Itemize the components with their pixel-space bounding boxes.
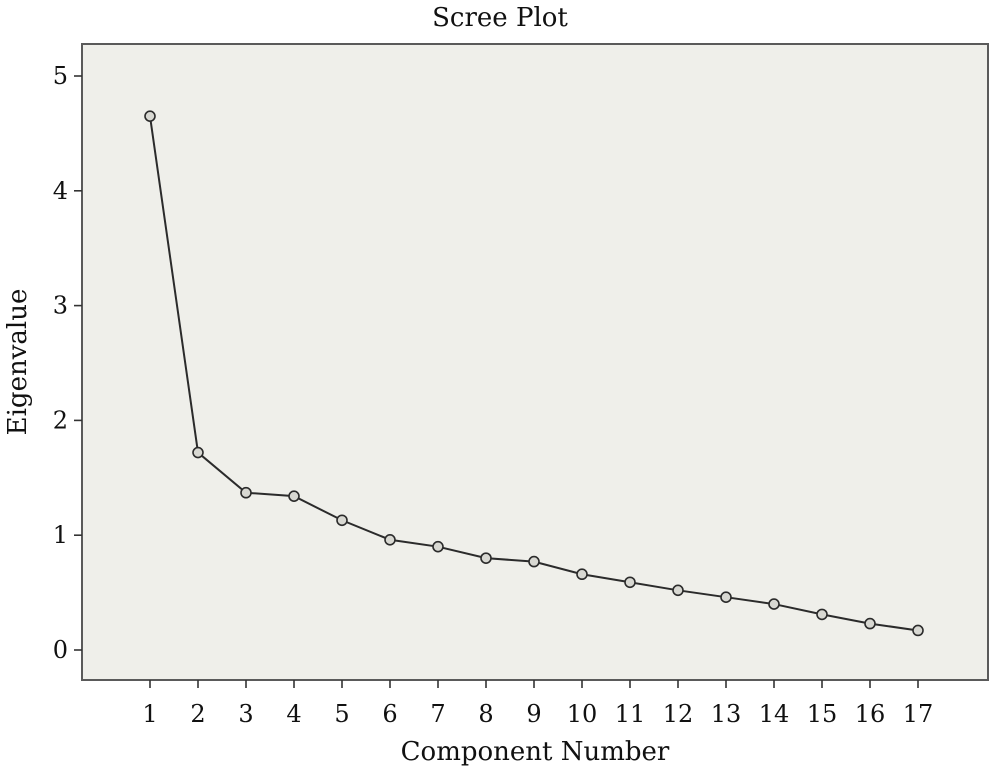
series-eigenvalues: [144, 110, 924, 637]
y-tick-label: 1: [53, 521, 68, 549]
data-point: [720, 591, 732, 603]
y-axis-title: Eigenvalue: [3, 289, 33, 436]
data-point: [192, 446, 204, 459]
data-point: [288, 490, 300, 502]
x-tick-label: 14: [759, 700, 790, 728]
x-axis-title: Component Number: [401, 737, 670, 767]
y-tick-label: 2: [53, 406, 68, 434]
data-point: [432, 540, 444, 553]
plot-area: [81, 43, 989, 681]
chart-title: Scree Plot: [432, 3, 568, 33]
x-tick-label: 1: [142, 700, 157, 728]
x-tick-label: 16: [855, 700, 886, 728]
x-tick-label: 3: [238, 700, 253, 728]
data-point: [528, 555, 540, 568]
x-axis: 1 2 3 4 5 6 7 8 9 10 11 12 13 14 15 16 17: [142, 680, 933, 728]
x-tick-label: 15: [807, 700, 838, 728]
data-point: [816, 608, 828, 621]
data-point: [480, 552, 492, 564]
x-tick-label: 8: [478, 700, 493, 728]
data-point: [336, 514, 348, 527]
x-tick-label: 5: [334, 700, 349, 728]
y-tick-label: 5: [53, 62, 68, 90]
data-point: [672, 584, 684, 597]
data-point: [144, 110, 156, 122]
y-tick-label: 0: [53, 636, 68, 664]
data-point: [864, 617, 876, 630]
y-tick-label: 4: [53, 177, 68, 205]
data-point: [384, 533, 396, 546]
y-tick-label: 3: [53, 292, 68, 320]
x-tick-label: 13: [711, 700, 742, 728]
data-point: [912, 624, 924, 637]
x-tick-label: 11: [615, 700, 646, 728]
data-point: [576, 568, 588, 581]
x-tick-label: 12: [663, 700, 694, 728]
x-tick-label: 2: [190, 700, 205, 728]
x-tick-label: 9: [526, 700, 541, 728]
x-tick-label: 4: [286, 700, 301, 728]
data-point: [240, 486, 252, 499]
data-point: [768, 598, 780, 610]
x-tick-label: 6: [382, 700, 397, 728]
data-point: [624, 576, 636, 589]
y-axis: 0 1 2 3 4 5: [53, 62, 82, 664]
x-tick-label: 7: [430, 700, 445, 728]
x-tick-label: 17: [903, 700, 934, 728]
x-tick-label: 10: [567, 700, 598, 728]
